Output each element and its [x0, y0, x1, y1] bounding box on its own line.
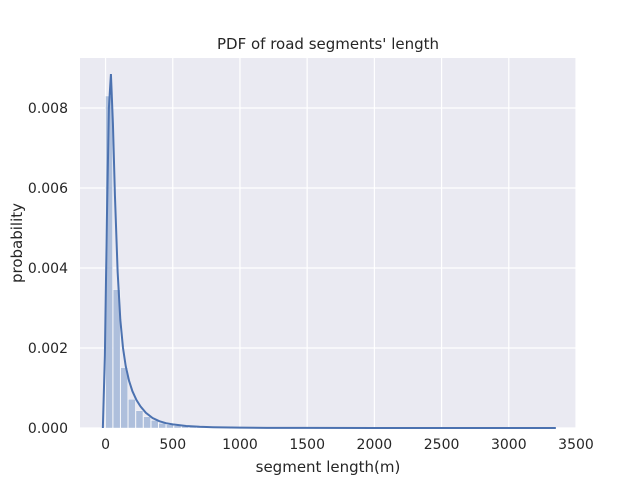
y-tick-label-2: 0.004 [28, 261, 68, 277]
y-tick-label-3: 0.006 [28, 181, 68, 197]
kde-line [101, 73, 556, 429]
y-tick-labels: 0.000 0.002 0.004 0.006 0.008 [28, 101, 68, 437]
histogram-bar-4 [135, 410, 144, 429]
y-axis-title: probability [8, 203, 26, 283]
histogram-bar-5 [143, 416, 151, 429]
x-tick-label-7: 3500 [558, 437, 594, 453]
x-tick-label-1: 500 [159, 437, 186, 453]
grid [80, 58, 577, 429]
x-tick-label-5: 2500 [424, 437, 460, 453]
x-tick-label-4: 2000 [357, 437, 393, 453]
y-tick-label-0: 0.000 [28, 421, 68, 437]
histogram-bar-7 [158, 423, 167, 429]
x-tick-label-0: 0 [101, 437, 110, 453]
chart-title: PDF of road segments' length [217, 35, 439, 53]
x-tick-label-2: 1000 [222, 437, 258, 453]
histogram-bar-2 [120, 367, 128, 429]
plot-background [80, 58, 576, 428]
x-tick-label-3: 1500 [289, 437, 325, 453]
histogram-bar-1 [112, 289, 121, 429]
x-tick-labels: 0 500 1000 1500 2000 2500 3000 3500 [101, 437, 594, 453]
x-axis-title: segment length(m) [256, 458, 401, 476]
histogram-bar-6 [150, 420, 159, 429]
x-tick-label-6: 3000 [491, 437, 527, 453]
y-tick-label-4: 0.008 [28, 101, 68, 117]
histogram-bar-3 [128, 399, 136, 429]
y-tick-label-1: 0.002 [28, 341, 68, 357]
